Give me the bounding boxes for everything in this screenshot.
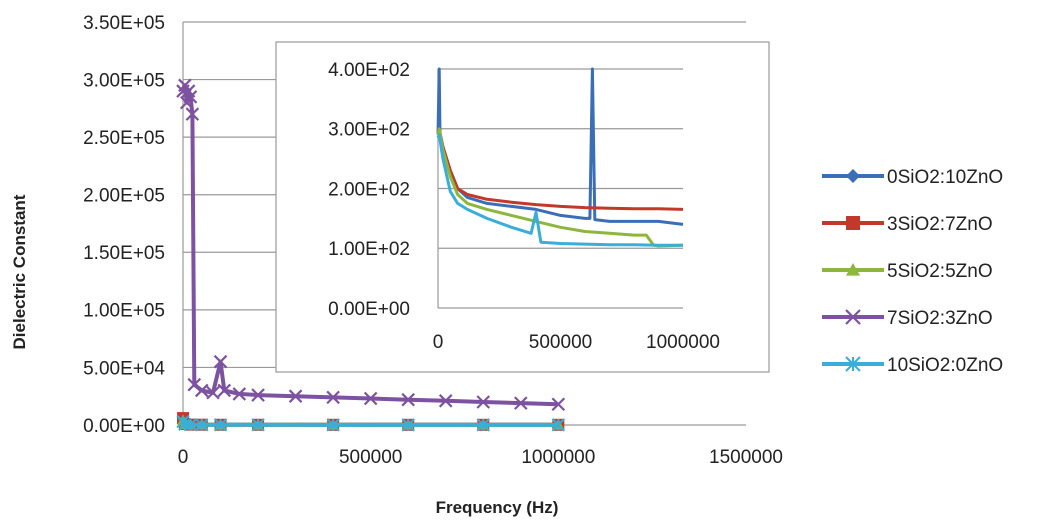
- main-plot-point-7sio2-3zno: [206, 385, 220, 400]
- y-axis-label: Dielectric Constant: [10, 194, 29, 349]
- main-plot-point-7sio2-3zno-stroke: [326, 390, 340, 405]
- main-plot-point-7sio2-3zno: [551, 397, 566, 412]
- main-plot-point-10sio2-0zno: [251, 418, 265, 432]
- main-plot-point-7sio2-3zno: [232, 387, 247, 401]
- legend-label-7sio2-3zno: 7SiO2:3ZnO: [887, 308, 993, 329]
- main-plot-point-7sio2-3zno: [194, 383, 209, 398]
- main-plot-point-7sio2-3zno-stroke: [251, 388, 265, 402]
- main-plot-point-7sio2-3zno: [326, 390, 340, 405]
- main-plot-y-tick-label: 1.50E+05: [83, 243, 165, 264]
- inset-plot-x-tick-label: 500000: [529, 332, 592, 353]
- main-plot-point-7sio2-3zno-stroke: [476, 395, 491, 409]
- main-plot-y-tick-label: 2.00E+05: [83, 186, 165, 207]
- main-plot-point-7sio2-3zno-stroke: [401, 392, 415, 407]
- main-plot-point-7sio2-3zno-stroke: [213, 354, 228, 369]
- legend: 0SiO2:10ZnO 3SiO2:7ZnO 5SiO2:5ZnO 7SiO2:3Zn…: [822, 167, 1003, 376]
- main-plot-point-7sio2-3zno-stroke: [185, 107, 200, 121]
- main-plot-point-7sio2-3zno-stroke: [187, 377, 202, 392]
- main-plot-point-7sio2-3zno: [288, 389, 303, 403]
- legend-marker-7sio2-3zno: [845, 309, 861, 325]
- main-plot-point-7sio2-3zno-stroke: [178, 78, 192, 93]
- main-plot-point-7sio2-3zno-stroke: [232, 387, 247, 401]
- main-plot-point-7sio2-3zno-stroke: [194, 383, 209, 398]
- legend-label-10sio2-0zno: 10SiO2:0ZnO: [887, 355, 1003, 376]
- main-plot-point-10sio2-0zno: [195, 418, 209, 432]
- main-plot-point-7sio2-3zno: [401, 392, 415, 407]
- main-plot-point-7sio2-3zno-stroke: [363, 391, 378, 406]
- main-plot-x-tick-label: 1000000: [521, 447, 595, 468]
- main-plot-x-tick-label: 0: [178, 447, 189, 468]
- main-plot-point-7sio2-3zno: [476, 395, 491, 409]
- inset-plot-x-tick-label: 0: [433, 332, 444, 353]
- main-plot-point-7sio2-3zno: [251, 388, 265, 402]
- legend-label-5sio2-5zno: 5SiO2:5ZnO: [887, 261, 993, 282]
- legend-marker-0sio2-10zno: [846, 169, 860, 183]
- inset-plot-y-tick-label: 1.00E+02: [328, 239, 410, 260]
- main-plot-point-7sio2-3zno-stroke: [217, 383, 232, 398]
- inset-plot-y-tick-label: 2.00E+02: [328, 179, 410, 200]
- main-plot-point-10sio2-0zno: [326, 418, 340, 432]
- x-axis-label: Frequency (Hz): [436, 498, 559, 517]
- main-plot-y-tick-label: 5.00E+04: [83, 358, 165, 379]
- inset-plot-y-tick-label: 0.00E+00: [328, 299, 410, 320]
- main-plot-y-tick-label: 0.00E+00: [83, 416, 165, 437]
- main-plot-point-7sio2-3zno-stroke: [206, 385, 220, 400]
- main-plot-y-tick-label: 1.00E+05: [83, 301, 165, 322]
- inset-plot-y-tick-label: 4.00E+02: [328, 60, 410, 81]
- main-plot-point-7sio2-3zno: [185, 107, 200, 121]
- legend-marker-7sio2-3zno-stroke: [845, 309, 861, 325]
- main-plot-point-7sio2-3zno: [183, 90, 198, 104]
- inset-plot-y-tick-label: 3.00E+02: [328, 120, 410, 141]
- inset-plot-series-10sio2-0zno: [436, 133, 683, 247]
- main-plot-point-7sio2-3zno-stroke: [183, 90, 198, 104]
- main-plot-point-7sio2-3zno: [213, 354, 228, 369]
- inset-plot: 0.00E+00 1.00E+02 2.00E+02 3.00E+02 4.00E+02…: [275, 41, 770, 373]
- main-plot-point-7sio2-3zno: [363, 391, 378, 406]
- main-plot-point-7sio2-3zno-stroke: [288, 389, 303, 403]
- main-plot-x-tick-label: 1500000: [709, 447, 783, 468]
- legend-marker-5sio2-5zno: [846, 263, 860, 276]
- inset-plot-x-tick-label: 1000000: [646, 332, 720, 353]
- main-plot-point-10sio2-0zno: [551, 418, 566, 432]
- main-plot-point-7sio2-3zno-stroke: [438, 394, 453, 408]
- main-plot-point-7sio2-3zno: [217, 383, 232, 398]
- main-plot-point-7sio2-3zno-stroke: [181, 84, 196, 98]
- legend-marker-10sio2-0zno: [845, 356, 861, 372]
- main-plot-point-10sio2-0zno: [401, 418, 415, 432]
- main-plot-point-7sio2-3zno-stroke: [514, 396, 528, 410]
- main-plot-y-tick-label: 3.50E+05: [83, 13, 165, 34]
- main-plot-y-tick-label: 2.50E+05: [83, 128, 165, 149]
- main-plot-point-10sio2-0zno: [183, 417, 198, 432]
- main-plot-series-10sio2-0zno: [181, 420, 559, 427]
- main-plot-point-10sio2-0zno: [213, 418, 228, 432]
- legend-label-3sio2-7zno: 3SiO2:7ZnO: [887, 214, 993, 235]
- main-plot-x-tick-label: 500000: [339, 447, 402, 468]
- main-plot-point-10sio2-0zno: [476, 418, 490, 432]
- main-plot-point-7sio2-3zno: [187, 377, 202, 392]
- legend-label-0sio2-10zno: 0SiO2:10ZnO: [887, 167, 1003, 188]
- legend-marker-3sio2-7zno: [846, 216, 860, 230]
- main-plot-point-7sio2-3zno-stroke: [551, 397, 566, 412]
- main-plot-point-7sio2-3zno: [514, 396, 528, 410]
- main-plot-y-tick-label: 3.00E+05: [83, 70, 165, 91]
- main-plot-point-7sio2-3zno: [438, 394, 453, 408]
